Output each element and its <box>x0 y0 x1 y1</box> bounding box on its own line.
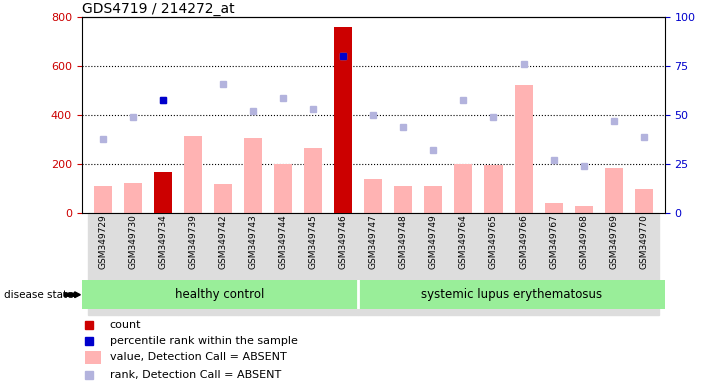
Bar <box>94 186 112 213</box>
Bar <box>479 213 508 315</box>
Text: count: count <box>109 319 141 330</box>
Bar <box>304 148 322 213</box>
Bar <box>148 213 178 315</box>
Bar <box>334 27 352 213</box>
Bar <box>599 213 629 315</box>
Bar <box>484 166 503 213</box>
Bar <box>82 280 358 309</box>
Bar <box>118 213 148 315</box>
Bar <box>214 184 232 213</box>
Bar <box>604 168 623 213</box>
Bar <box>208 213 238 315</box>
Bar <box>395 186 412 213</box>
Text: rank, Detection Call = ABSENT: rank, Detection Call = ABSENT <box>109 370 281 380</box>
Text: systemic lupus erythematosus: systemic lupus erythematosus <box>421 288 602 301</box>
Bar <box>244 139 262 213</box>
Bar <box>358 280 665 309</box>
Bar <box>328 213 358 315</box>
Bar <box>85 351 101 364</box>
Bar <box>635 189 653 213</box>
Bar <box>238 213 268 315</box>
Bar <box>274 164 292 213</box>
Bar <box>629 213 659 315</box>
Bar <box>545 204 562 213</box>
Bar <box>154 172 172 213</box>
Bar <box>334 27 352 213</box>
Text: GDS4719 / 214272_at: GDS4719 / 214272_at <box>82 2 235 16</box>
Text: disease state: disease state <box>4 290 73 300</box>
Bar <box>184 136 202 213</box>
Bar <box>154 172 172 213</box>
Text: healthy control: healthy control <box>175 288 264 301</box>
Bar <box>538 213 569 315</box>
Bar <box>508 213 538 315</box>
Bar <box>449 213 479 315</box>
Text: value, Detection Call = ABSENT: value, Detection Call = ABSENT <box>109 352 287 362</box>
Bar <box>424 186 442 213</box>
Bar <box>569 213 599 315</box>
Bar <box>454 164 472 213</box>
Bar <box>418 213 449 315</box>
Bar <box>298 213 328 315</box>
Bar <box>358 213 388 315</box>
Bar <box>515 84 533 213</box>
Bar <box>87 213 118 315</box>
Bar <box>268 213 298 315</box>
Text: percentile rank within the sample: percentile rank within the sample <box>109 336 298 346</box>
Bar <box>574 206 593 213</box>
Bar <box>364 179 383 213</box>
Bar <box>124 182 142 213</box>
Bar <box>388 213 418 315</box>
Bar <box>178 213 208 315</box>
